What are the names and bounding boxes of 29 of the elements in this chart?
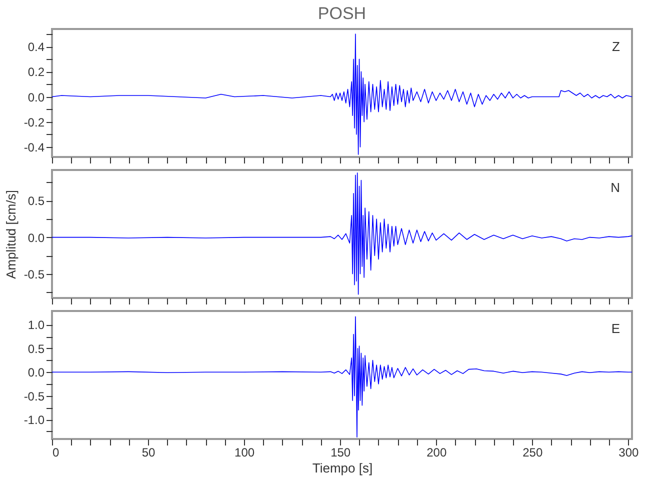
y-tick-label: -0.2: [24, 115, 45, 130]
y-tick-label: 0.2: [28, 65, 45, 80]
y-tick-label: -1.0: [24, 413, 45, 428]
y-tick-label: 0.0: [28, 230, 45, 245]
y-tick-label: 0.0: [28, 366, 45, 380]
x-tick-label: 200: [426, 446, 447, 460]
line-series: [52, 172, 632, 295]
y-tick-label: 0.5: [28, 342, 45, 356]
chart-title: POSH: [318, 4, 366, 23]
line-series: [52, 316, 632, 438]
y-tick-label: -0.4: [24, 140, 45, 154]
x-tick-label: 250: [522, 446, 543, 460]
line-series: [52, 34, 632, 155]
x-tick-label: 100: [234, 446, 255, 460]
y-tick-label: 0.5: [28, 194, 45, 208]
y-tick-label: -0.5: [24, 267, 45, 282]
y-tick-label: 0.0: [28, 90, 45, 104]
y-tick-label: 0.4: [28, 40, 45, 54]
x-tick-label: 0: [52, 446, 60, 460]
y-axis-title: Amplitud [cm/s]: [4, 190, 18, 279]
annotation: Z: [612, 39, 620, 54]
x-tick-label: 50: [142, 446, 156, 460]
x-tick-label: 300: [618, 446, 639, 460]
x-axis-title: Tiempo [s]: [312, 460, 373, 476]
y-tick-label: 1.0: [28, 318, 45, 332]
y-tick-label: -0.5: [24, 389, 45, 404]
annotation: E: [611, 321, 620, 336]
annotation: N: [610, 180, 620, 195]
x-tick-label: 150: [330, 446, 351, 460]
